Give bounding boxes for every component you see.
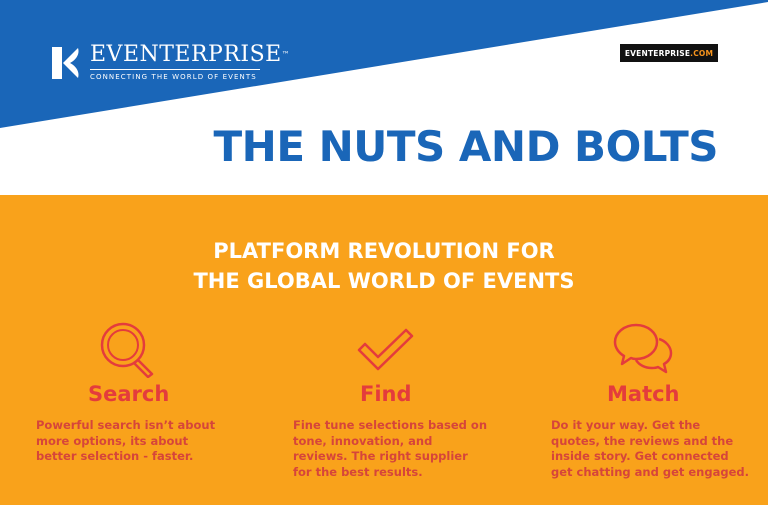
- feature-desc-search: Powerful search isn’t about more options…: [36, 418, 215, 465]
- chat-bubbles-icon: [613, 323, 673, 374]
- logo-name: EVENTERPRISE™: [90, 44, 290, 66]
- search-icon: [100, 322, 154, 378]
- url-suffix-text: .COM: [690, 48, 714, 58]
- subtitle-line-1: PLATFORM REVOLUTION FOR: [213, 239, 555, 263]
- feature-desc-line: inside story. Get connected: [551, 449, 729, 463]
- eventerprise-logo[interactable]: EVENTERPRISE™ CONNECTING THE WORLD OF EV…: [50, 44, 290, 81]
- feature-desc-find: Fine tune selections based on tone, inno…: [293, 418, 487, 480]
- feature-desc-line: Powerful search isn’t about: [36, 418, 216, 432]
- url-main-text: EVENTERPRISE: [624, 48, 691, 58]
- checkmark-icon: [357, 328, 414, 371]
- subtitle: PLATFORM REVOLUTION FOR THE GLOBAL WORLD…: [0, 236, 768, 296]
- feature-desc-line: quotes, the reviews and the: [551, 433, 734, 448]
- feature-title-find: Find: [360, 382, 412, 406]
- logo-divider: [90, 69, 260, 70]
- feature-desc-line: better selection - faster.: [36, 449, 194, 463]
- logo-tagline: CONNECTING THE WORLD OF EVENTS: [90, 73, 257, 81]
- feature-desc-line: Fine tune selections based on: [293, 418, 488, 432]
- feature-desc-line: tone, innovation, and: [293, 433, 433, 448]
- logo-trademark: ™: [281, 50, 291, 59]
- feature-desc-line: more options, its about: [36, 433, 189, 448]
- feature-desc-line: reviews. The right supplier: [293, 449, 468, 463]
- subtitle-line-2: THE GLOBAL WORLD OF EVENTS: [193, 269, 575, 293]
- logo-mark-icon: [52, 46, 79, 79]
- blue-diagonal-banner: [0, 0, 768, 128]
- logo-name-text: EVENTERPRISE: [90, 42, 282, 67]
- feature-desc-line: for the best results.: [293, 464, 423, 479]
- feature-desc-line: Do it your way. Get the: [551, 418, 701, 432]
- feature-title-match: Match: [607, 382, 680, 406]
- feature-title-search: Search: [88, 382, 170, 406]
- page-title: THE NUTS AND BOLTS: [213, 122, 719, 171]
- feature-desc-match: Do it your way. Get the quotes, the revi…: [551, 418, 749, 480]
- website-url-badge[interactable]: EVENTERPRISE .COM: [620, 44, 718, 62]
- feature-desc-line: get chatting and get engaged.: [551, 464, 749, 479]
